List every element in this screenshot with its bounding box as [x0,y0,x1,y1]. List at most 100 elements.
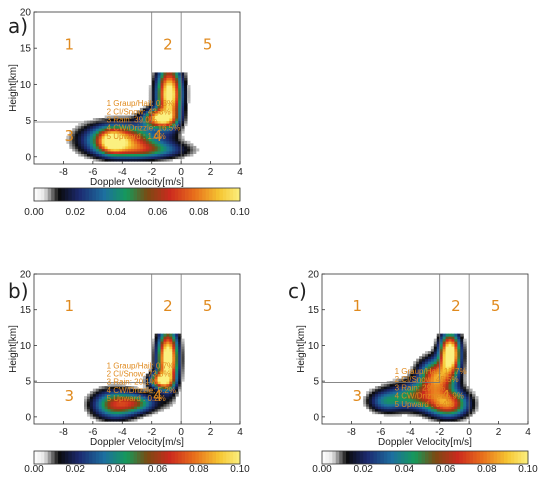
heatmap-cell [175,77,179,81]
heatmap-cell [89,153,94,157]
heatmap-cell [475,401,479,405]
heatmap-cell [407,376,411,380]
heatmap-cell [189,150,194,154]
heatmap-cell [160,80,164,84]
heatmap-cell [419,398,423,402]
heatmap-cell [463,351,467,355]
heatmap-cell [125,150,129,154]
heatmap-cell [181,128,185,132]
heatmap-cell [160,353,164,357]
colorbar-cell [47,451,52,464]
heatmap-cell [89,130,94,134]
heatmap-cell [430,361,435,365]
heatmap-cell [377,386,382,390]
heatmap-cell [392,413,397,417]
heatmap-cell [451,383,455,387]
heatmap-cell [131,148,135,152]
heatmap-cell [157,145,162,149]
heatmap-cell [433,353,438,357]
heatmap-cell [169,371,173,375]
heatmap-cell [160,82,164,86]
colorbar-cell [202,451,207,464]
heatmap-cell [460,341,464,345]
heatmap-cell [430,396,435,400]
heatmap-cell [163,123,167,127]
heatmap-cell [163,135,167,139]
heatmap-cell [86,133,91,137]
heatmap-cell [442,361,447,365]
heatmap-cell [151,398,156,402]
heatmap-cell [101,413,106,417]
heatmap-cell [104,411,109,415]
heatmap-cell [448,376,452,380]
heatmap-cell [101,393,106,397]
colorbar-cell [174,188,179,201]
heatmap-cell [104,145,109,149]
heatmap-cell [175,112,179,116]
heatmap-cell [401,408,405,412]
heatmap-cell [128,138,132,142]
heatmap-cell [139,406,144,410]
heatmap-cell [107,156,112,160]
heatmap-cell [416,408,420,412]
heatmap-cell [125,128,129,132]
heatmap-cell [454,373,458,377]
colorbar-cell [490,451,495,464]
heatmap-cell [107,150,112,154]
heatmap-cell [160,150,164,154]
heatmap-cell [128,406,132,410]
heatmap-cell [439,401,444,405]
heatmap-cell [445,383,450,387]
heatmap-cell [160,383,164,387]
heatmap-cell [131,140,135,144]
heatmap-cell [178,112,182,116]
colorbar-cell [195,188,200,201]
panel-label: c) [288,279,307,303]
heatmap-cell [430,388,435,392]
heatmap-cell [163,85,167,89]
heatmap-cell [151,125,156,129]
heatmap-cell [116,153,120,157]
heatmap-cell [151,366,156,370]
heatmap-cell [175,107,179,111]
heatmap-cell [439,348,444,352]
heatmap-cell [131,125,135,129]
colorbar-cell [219,451,224,464]
heatmap-cell [436,371,441,375]
heatmap-cell [457,401,461,405]
heatmap-cell [122,148,126,152]
colorbar-cell [493,451,498,464]
heatmap-cell [157,140,162,144]
heatmap-cell [374,391,379,395]
colorbar-cell [209,188,213,201]
heatmap-cell [448,368,452,372]
heatmap-cell [366,396,370,400]
heatmap-cell [113,411,117,415]
colorbar: 0.00 0.02 0.04 0.06 0.08 0.10 [24,450,250,475]
heatmap-cell [95,140,100,144]
heatmap-cell [86,123,91,127]
region-number-2: 2 [163,36,173,54]
heatmap-cell [89,156,94,160]
heatmap-cell [172,153,176,157]
heatmap-cell [419,356,423,360]
heatmap-cell [89,143,94,147]
heatmap-cell [383,386,388,390]
heatmap-cell [430,391,435,395]
heatmap-cell [142,401,147,405]
heatmap-cell [163,92,167,96]
heatmap-cell [178,72,182,76]
heatmap-cell [380,398,385,402]
heatmap-cell [95,406,100,410]
heatmap-cell [377,408,382,412]
heatmap-cell [457,378,461,382]
heatmap-cell [116,398,120,402]
heatmap-cell [157,356,162,360]
heatmap-cell [181,148,185,152]
heatmap-cell [416,401,420,405]
heatmap-cell [436,408,441,412]
colorbar-cell [64,451,69,464]
heatmap-cell [157,368,162,372]
heatmap-cell [151,381,156,385]
